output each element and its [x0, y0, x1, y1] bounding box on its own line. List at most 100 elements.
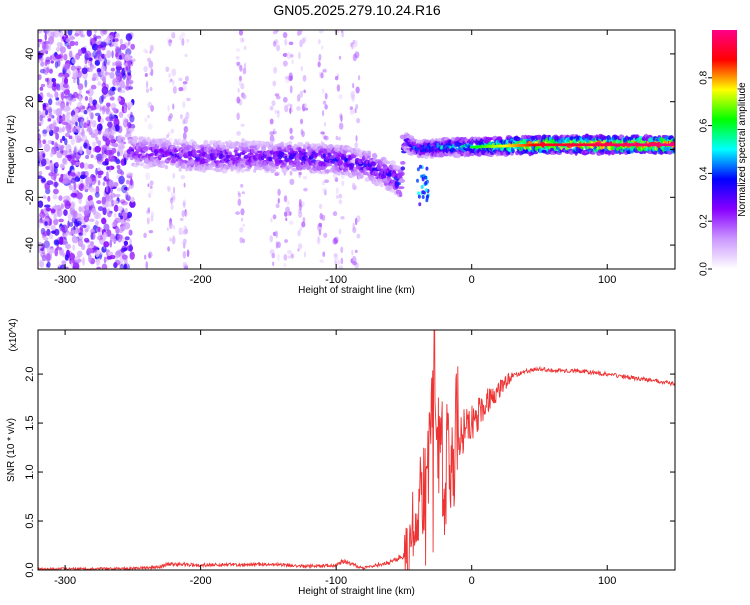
- heatmap-cell: [40, 251, 46, 258]
- heatmap-cell: [320, 45, 324, 50]
- heatmap-cell: [103, 241, 110, 248]
- heatmap-cell: [63, 209, 68, 217]
- heatmap-cell: [80, 118, 85, 128]
- heatmap-cell: [148, 60, 154, 68]
- ridge-cell: [557, 139, 563, 145]
- heatmap-cell: [150, 68, 154, 77]
- heatmap-cell: [74, 255, 81, 265]
- ridge-cell: [192, 150, 196, 155]
- heatmap-cell: [277, 253, 280, 262]
- heatmap-cell: [302, 216, 306, 223]
- heatmap-cell: [66, 122, 73, 130]
- heatmap-cell: [123, 240, 129, 246]
- ridge-cell: [217, 169, 223, 173]
- heatmap-cell: [89, 105, 97, 111]
- heatmap-cell: [126, 211, 133, 219]
- heatmap-cell: [351, 249, 354, 256]
- heatmap-cell: [57, 86, 61, 92]
- heatmap-cell: [148, 251, 153, 259]
- heatmap-cell: [150, 215, 154, 222]
- line-x-tick-label: 0: [469, 575, 475, 587]
- heatmap-cell: [319, 259, 324, 263]
- heatmap-cell: [298, 198, 302, 207]
- heatmap-cell: [125, 48, 132, 56]
- heatmap-cell: [145, 261, 149, 269]
- heatmap-cell: [83, 109, 88, 115]
- heatmap-cell: [52, 194, 58, 200]
- heatmap-cell: [86, 116, 89, 125]
- heatmap-cell: [284, 104, 289, 113]
- heatmap-cell: [301, 130, 305, 138]
- heatmap-cell: [82, 257, 85, 266]
- heatmap-cell: [88, 218, 95, 223]
- heatmap-cell: [239, 227, 244, 233]
- heatmap-cell: [90, 84, 97, 90]
- heatmap-cell: [47, 115, 54, 119]
- heatmap-cell: [341, 180, 345, 187]
- heatmap-cell: [285, 217, 288, 222]
- heatmap-cell: [147, 114, 150, 119]
- heatmap-cell: [64, 132, 71, 138]
- heatmap-cell: [72, 68, 79, 78]
- ridge-cell: [256, 167, 264, 171]
- heatmap-cell: [87, 163, 94, 169]
- heatmap-cell: [148, 229, 154, 234]
- heatmap-cell: [126, 80, 132, 88]
- ridge-cell: [653, 150, 658, 155]
- heatmap-cell: [147, 207, 151, 213]
- ridge-cell: [204, 159, 210, 163]
- heatmap-cell: [113, 38, 119, 43]
- heatmap-cell: [182, 230, 188, 235]
- heatmap-cell: [183, 182, 186, 188]
- heatmap-cell: [94, 145, 102, 153]
- heatmap-cell: [74, 41, 79, 46]
- ridge-cell: [308, 161, 313, 166]
- heatmap-cell: [94, 191, 100, 198]
- heatmap-cell: [165, 66, 170, 72]
- heatmap-cell: [173, 186, 176, 194]
- heatmap-cell: [236, 112, 240, 121]
- heatmap-cell: [83, 237, 90, 243]
- heatmap-cell: [69, 258, 72, 265]
- heatmap-cell: [277, 241, 281, 249]
- heatmap-cell: [81, 67, 88, 75]
- heatmap-cell: [68, 135, 73, 139]
- heatmap-cell: [123, 106, 127, 114]
- ridge-cell: [425, 166, 429, 171]
- heatmap-y-tick-label: 0: [24, 146, 36, 152]
- heatmap-cell: [109, 254, 116, 260]
- heatmap-cell: [242, 238, 246, 244]
- heatmap-cell: [65, 243, 71, 250]
- ridge-cell: [416, 167, 420, 172]
- heatmap-cell: [299, 90, 304, 98]
- heatmap-cell: [53, 228, 60, 236]
- heatmap-x-tick-label: 0: [469, 274, 475, 286]
- ridge-cell: [424, 139, 431, 144]
- ridge-cell: [262, 144, 266, 148]
- heatmap-cell: [55, 83, 61, 91]
- ridge-cell: [166, 157, 172, 161]
- heatmap-cell: [91, 231, 96, 241]
- heatmap-cell: [76, 135, 82, 143]
- heatmap-cell: [129, 238, 132, 246]
- heatmap-cell: [53, 218, 59, 226]
- ridge-cell: [395, 165, 401, 170]
- heatmap-cell: [58, 108, 61, 117]
- ridge-cell: [268, 156, 273, 162]
- heatmap-cell: [144, 117, 148, 123]
- heatmap-cell: [352, 82, 355, 89]
- heatmap-cell: [126, 179, 130, 185]
- heatmap-cell: [282, 32, 288, 39]
- heatmap-cell: [84, 50, 92, 59]
- heatmap-cell: [85, 90, 90, 94]
- heatmap-cell: [318, 203, 323, 210]
- heatmap-cell: [340, 30, 344, 34]
- heatmap-cell: [49, 166, 53, 171]
- heatmap-cell: [86, 30, 92, 37]
- heatmap-cell: [119, 43, 127, 50]
- heatmap-cell: [275, 241, 279, 249]
- heatmap-cell: [303, 103, 307, 108]
- heatmap-cell: [109, 86, 117, 92]
- heatmap-cell: [179, 35, 182, 41]
- heatmap-cell: [56, 115, 60, 124]
